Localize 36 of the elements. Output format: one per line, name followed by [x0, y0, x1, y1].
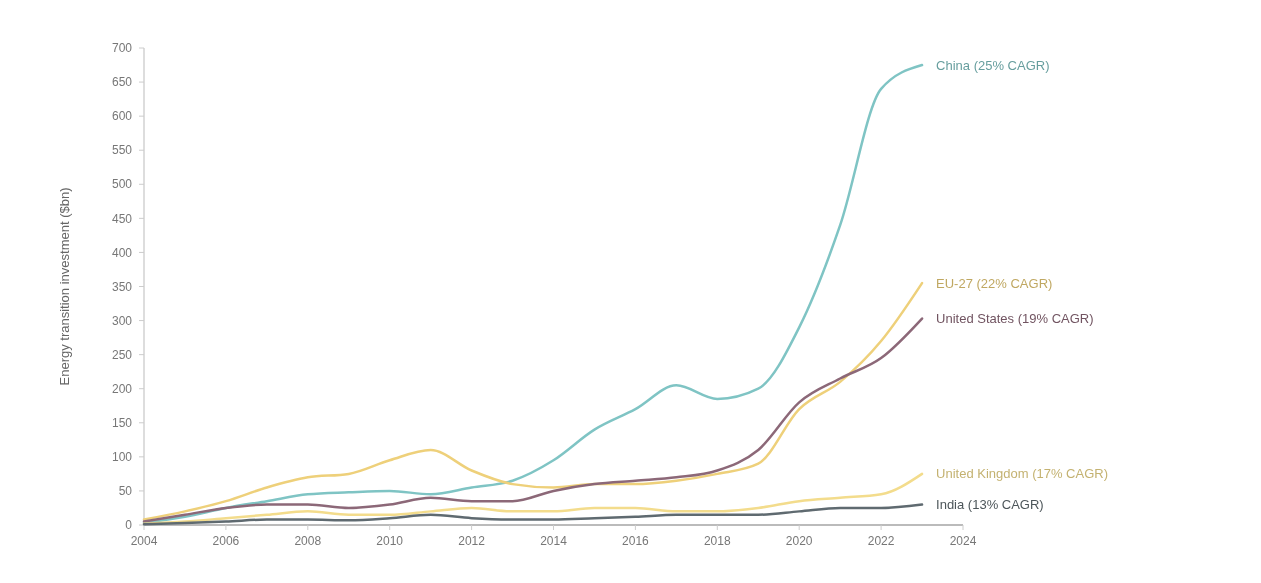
y-tick-label: 100 [111, 450, 133, 465]
y-tick-label: 400 [111, 245, 133, 260]
x-tick-label: 2024 [949, 534, 977, 548]
x-tick-label: 2016 [622, 534, 650, 548]
x-tick-label: 2014 [540, 534, 568, 548]
series-label: United States (19% CAGR) [936, 311, 1094, 327]
y-tick-label: 700 [111, 41, 133, 56]
series-label: India (13% CAGR) [936, 497, 1044, 513]
y-tick-label: 450 [111, 211, 133, 226]
x-tick-label: 2010 [376, 534, 404, 548]
line-series [142, 503, 924, 526]
y-axis-title: Energy transition investment ($bn) [57, 187, 72, 386]
x-tick-label: 2012 [458, 534, 486, 548]
series-label: EU-27 (22% CAGR) [936, 275, 1053, 291]
series-label: China (25% CAGR) [936, 57, 1050, 73]
y-tick-label: 0 [125, 518, 133, 533]
line-series [142, 472, 924, 525]
y-tick-label: 650 [111, 75, 133, 90]
y-tick-label: 550 [111, 143, 133, 158]
x-tick-label: 2018 [703, 534, 731, 548]
x-tick-label: 2020 [785, 534, 813, 548]
y-tick-label: 600 [111, 109, 133, 124]
x-tick-label: 2006 [212, 534, 240, 548]
y-tick-label: 300 [111, 313, 133, 328]
y-tick-label: 350 [111, 279, 133, 294]
y-tick-label: 200 [111, 381, 133, 396]
y-tick-label: 500 [111, 177, 133, 192]
y-tick-label: 50 [118, 484, 133, 499]
x-tick-label: 2022 [867, 534, 895, 548]
line-series [142, 281, 924, 521]
y-tick-label: 250 [111, 347, 133, 362]
series-label: United Kingdom (17% CAGR) [936, 466, 1109, 482]
x-tick-label: 2004 [130, 534, 158, 548]
line-series [142, 317, 924, 523]
y-tick-label: 150 [111, 415, 133, 430]
x-tick-label: 2008 [294, 534, 322, 548]
